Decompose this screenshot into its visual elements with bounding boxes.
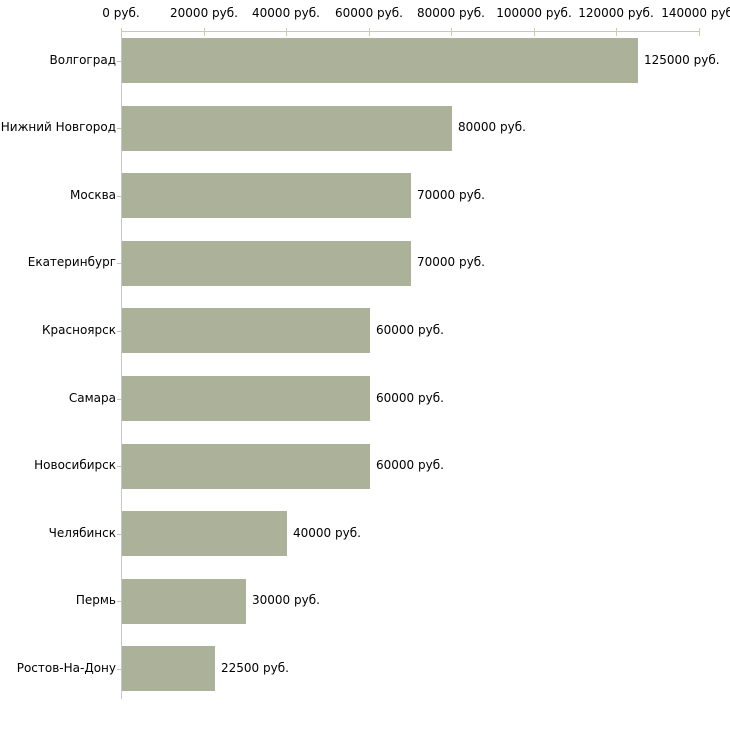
category-label: Нижний Новгород [0, 120, 116, 134]
value-label: 60000 руб. [376, 323, 444, 337]
value-label: 70000 руб. [417, 188, 485, 202]
category-label: Новосибирск [34, 458, 116, 472]
value-label: 70000 руб. [417, 255, 485, 269]
y-axis-tick [117, 331, 122, 332]
y-axis-tick [117, 466, 122, 467]
bar [122, 308, 370, 353]
category-label: Челябинск [48, 526, 116, 540]
bar [122, 241, 411, 286]
value-label: 22500 руб. [221, 661, 289, 675]
x-axis-tick [451, 28, 452, 36]
y-axis-tick [117, 128, 122, 129]
y-axis-tick [117, 196, 122, 197]
category-label: Самара [68, 391, 116, 405]
x-axis-tick-label: 0 руб. [102, 6, 140, 20]
bar [122, 173, 411, 218]
category-label: Екатеринбург [27, 255, 116, 269]
category-label: Москва [70, 188, 116, 202]
y-axis-tick [117, 601, 122, 602]
value-label: 80000 руб. [458, 120, 526, 134]
x-axis-line [121, 31, 700, 32]
value-label: 60000 руб. [376, 458, 444, 472]
value-label: 125000 руб. [644, 53, 720, 67]
x-axis-tick-label: 80000 руб. [417, 6, 485, 20]
x-axis-tick [534, 28, 535, 36]
bar [122, 38, 638, 83]
bar [122, 579, 246, 624]
y-axis-tick [117, 399, 122, 400]
x-axis-tick-label: 140000 руб. [661, 6, 730, 20]
y-axis-tick [117, 534, 122, 535]
x-axis-tick-label: 20000 руб. [170, 6, 238, 20]
x-axis-tick-label: 100000 руб. [496, 6, 572, 20]
x-axis-tick [204, 28, 205, 36]
value-label: 40000 руб. [293, 526, 361, 540]
x-axis-tick [699, 28, 700, 36]
x-axis-tick-label: 60000 руб. [335, 6, 403, 20]
category-label: Волгоград [49, 53, 116, 67]
bar [122, 511, 287, 556]
bar [122, 444, 370, 489]
y-axis-tick [117, 61, 122, 62]
y-axis-tick [117, 669, 122, 670]
y-axis-line [121, 31, 122, 699]
x-axis-tick [286, 28, 287, 36]
category-label: Ростов-На-Дону [16, 661, 116, 675]
bar [122, 376, 370, 421]
x-axis-tick-label: 40000 руб. [252, 6, 320, 20]
x-axis-tick [369, 28, 370, 36]
x-axis-tick-label: 120000 руб. [578, 6, 654, 20]
bar [122, 646, 215, 691]
category-label: Красноярск [42, 323, 116, 337]
x-axis-tick [616, 28, 617, 36]
bar [122, 106, 452, 151]
value-label: 30000 руб. [252, 593, 320, 607]
x-axis-tick [121, 28, 122, 36]
category-label: Пермь [75, 593, 116, 607]
value-label: 60000 руб. [376, 391, 444, 405]
y-axis-tick [117, 263, 122, 264]
